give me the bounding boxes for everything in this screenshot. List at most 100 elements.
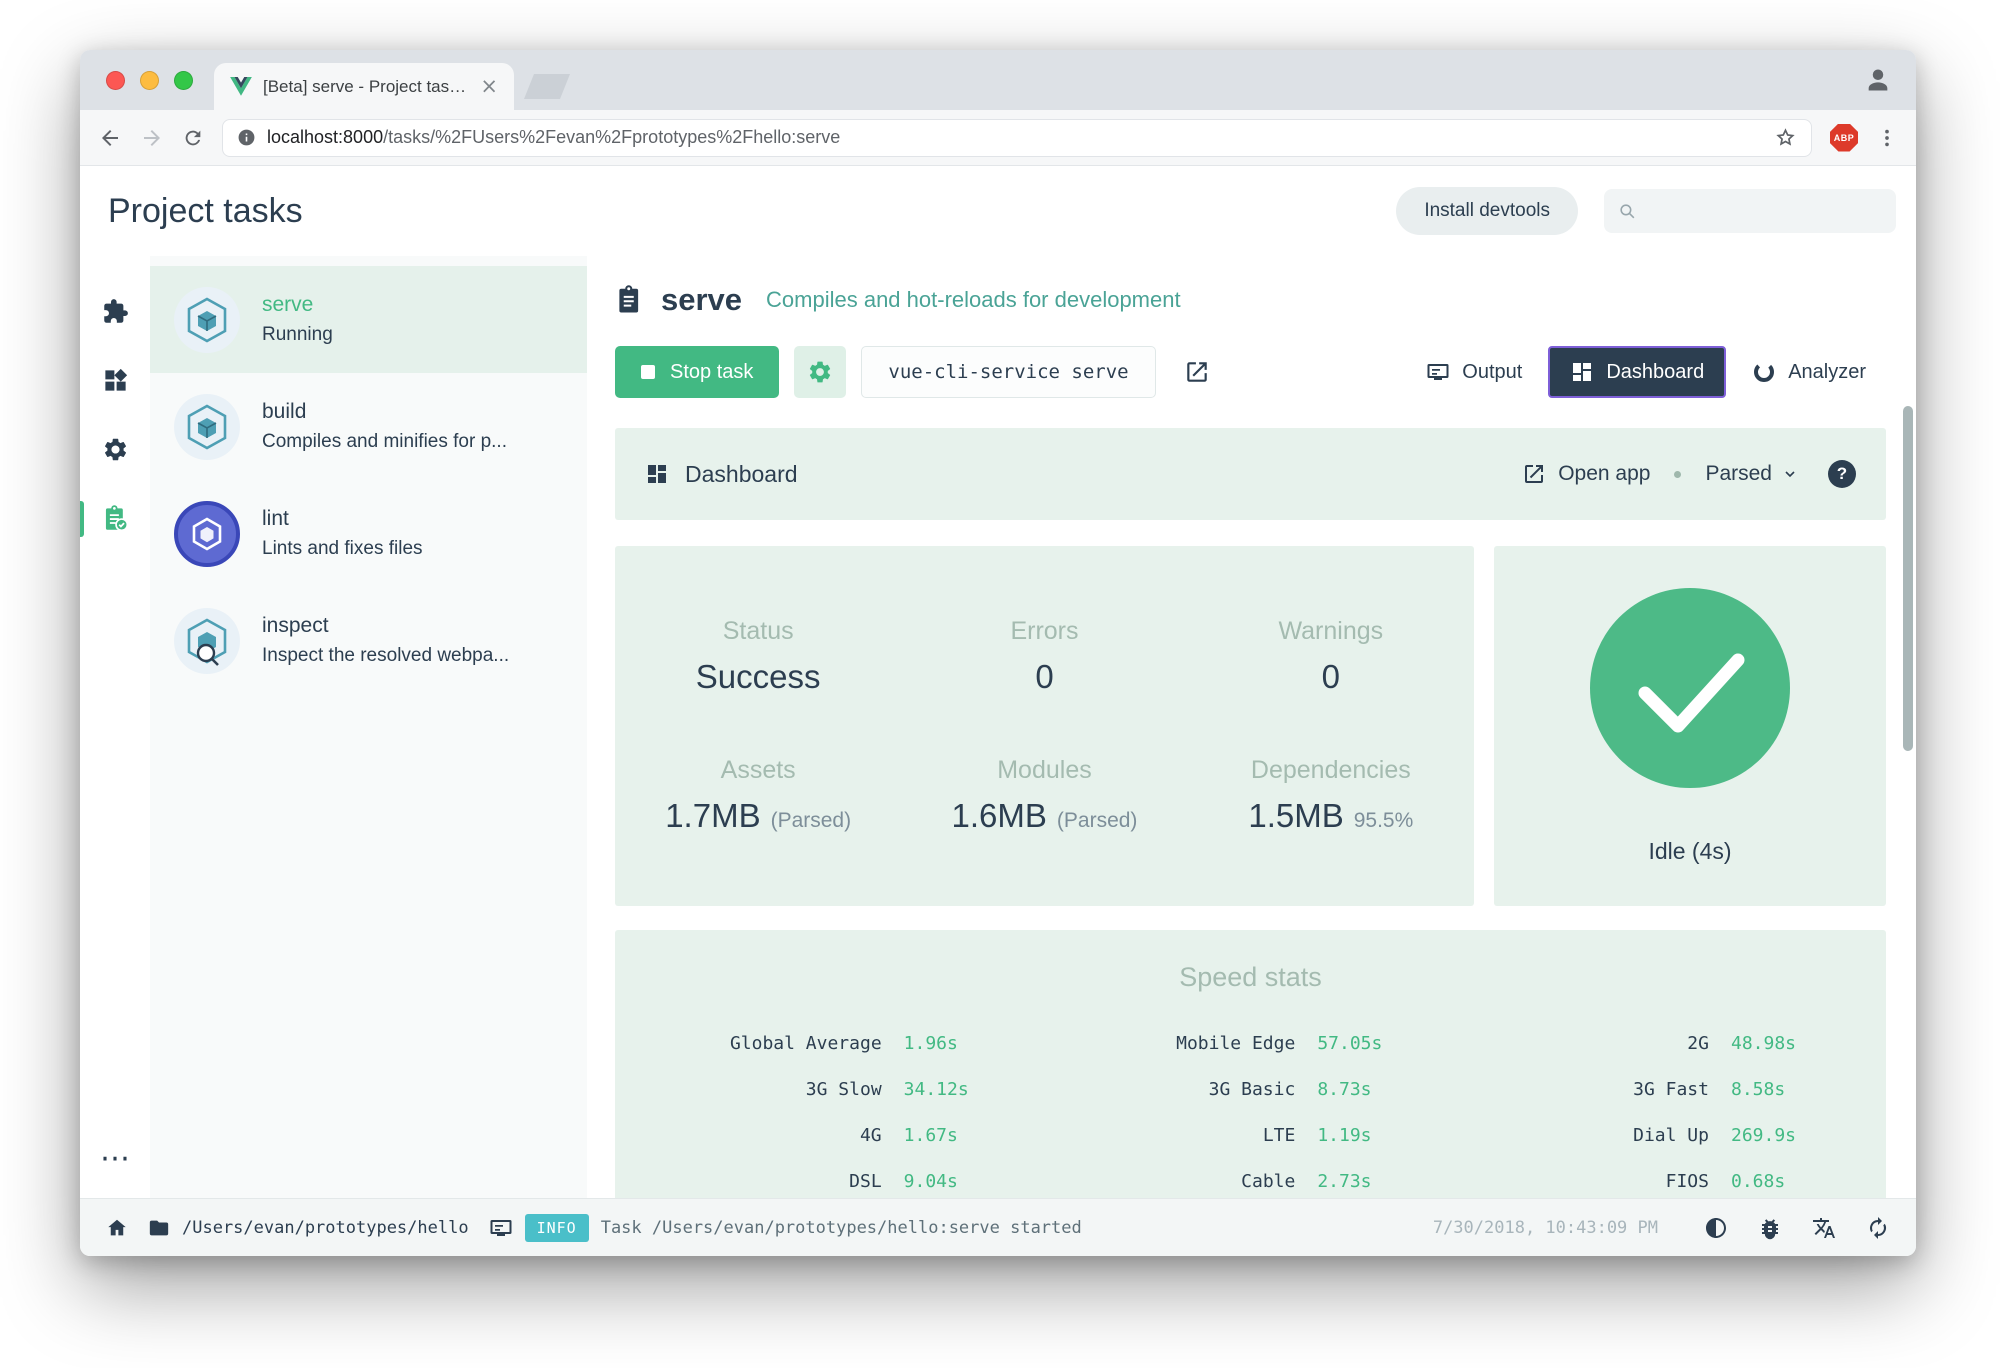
speed-stat: 3G Fast 8.58s [1633,1079,1786,1100]
url-path: /tasks/%2FUsers%2Fevan%2Fprototypes%2Fhe… [383,127,841,147]
task-description: Inspect the resolved webpa... [262,645,510,666]
task-list: serve Running build [150,256,587,1198]
tab-output[interactable]: Output [1406,346,1542,398]
task-command: vue-cli-service serve [861,346,1156,398]
url-host: localhost:8000 [267,127,384,147]
stat-dependencies: Dependencies 1.5MB 95.5% [1248,756,1414,835]
adblock-extension-icon[interactable]: ABP [1830,123,1858,152]
dashboard-icon [1570,360,1594,384]
app-header: Project tasks Install devtools [80,166,1916,256]
search-box[interactable] [1604,189,1896,233]
browser-tab[interactable]: [Beta] serve - Project tasks - V × [214,63,514,110]
open-in-new-button[interactable] [1171,346,1223,398]
project-path-text: /Users/evan/prototypes/hello [182,1217,469,1238]
install-devtools-button[interactable]: Install devtools [1396,187,1578,235]
stat-warnings: Warnings 0 [1278,616,1384,695]
sidebar-item-tasks[interactable] [80,501,150,537]
new-tab-button[interactable] [524,74,570,99]
task-item-lint[interactable]: lint Lints and fixes files [150,480,587,587]
sidebar-item-configuration[interactable] [80,436,150,463]
log-message: Task /Users/evan/prototypes/hello:serve … [600,1217,1082,1238]
search-input[interactable] [1647,200,1882,222]
plugins-icon [102,298,129,325]
task-name: serve [262,293,314,316]
tasks-clipboard-icon [102,505,129,532]
speed-stat: Cable 2.73s [1241,1171,1372,1192]
log-entry[interactable]: INFO Task /Users/evan/prototypes/hello:s… [489,1213,1082,1242]
tab-dashboard[interactable]: Dashboard [1548,346,1727,398]
vue-logo-icon [230,77,252,96]
profile-avatar-icon[interactable] [1864,66,1892,94]
dashboard-header-bar: Dashboard Open app Parsed [615,428,1886,520]
stat-modules: Modules 1.6MB (Parsed) [951,756,1138,835]
task-detail-header: serve Compiles and hot-reloads for devel… [615,280,1886,320]
stat-assets: Assets 1.7MB (Parsed) [665,756,852,835]
view-tabs: Output Dashboard Analyzer [1406,346,1886,398]
speed-stat: 2G 48.98s [1687,1033,1797,1054]
bookmark-star-icon[interactable] [1774,126,1797,149]
task-status-card: Idle (4s) [1494,546,1886,906]
task-item-serve[interactable]: serve Running [150,266,587,373]
inspect-magnifier-icon [174,607,240,674]
scrollbar-thumb[interactable] [1903,406,1913,751]
status-bar-actions [1704,1216,1890,1240]
dashboard-controls: Open app Parsed ? [1522,460,1856,488]
task-settings-button[interactable] [794,346,847,398]
dark-mode-contrast-icon[interactable] [1704,1216,1728,1240]
forward-icon[interactable] [140,126,164,150]
minimize-window-button[interactable] [140,71,159,90]
configuration-gear-icon [102,436,129,463]
chevron-down-icon [1782,466,1798,482]
maximize-window-button[interactable] [174,71,193,90]
page-info-icon[interactable] [237,128,256,147]
close-window-button[interactable] [106,71,125,90]
idle-status: Idle (4s) [1648,837,1732,864]
task-detail-panel: serve Compiles and hot-reloads for devel… [587,256,1916,1198]
speed-stats-card: Speed stats Global Average 1.96s Mobile E… [615,930,1886,1198]
task-name: inspect [262,614,329,637]
console-icon [489,1216,513,1240]
sidebar-item-plugins[interactable] [80,298,150,325]
open-app-button[interactable]: Open app [1522,462,1650,486]
home-icon[interactable] [106,1217,128,1239]
speed-stat: 4G 1.67s [859,1125,958,1146]
task-status: Running [262,324,333,345]
back-icon[interactable] [98,126,122,150]
analyzer-donut-icon [1752,360,1776,384]
size-mode-select[interactable]: Parsed [1705,462,1798,486]
open-in-new-icon [1184,359,1210,385]
dashboard-title: Dashboard [685,460,798,487]
address-bar[interactable]: localhost:8000/tasks/%2FUsers%2Fevan%2Fp… [222,118,1812,157]
browser-menu-icon[interactable] [1876,127,1898,149]
dashboard-cards: Status Success Errors 0 Warnings 0 Ass [615,546,1886,906]
tab-close-icon[interactable]: × [480,74,498,98]
stop-icon [641,365,655,379]
speed-stat: DSL 9.04s [849,1171,958,1192]
sidebar-item-widgets[interactable] [80,367,150,394]
build-stats-card: Status Success Errors 0 Warnings 0 Ass [615,546,1474,906]
translate-icon[interactable] [1812,1216,1836,1240]
bug-report-icon[interactable] [1758,1216,1782,1240]
task-detail-title: serve [661,282,743,317]
refresh-sync-icon[interactable] [1866,1216,1890,1240]
stop-task-button[interactable]: Stop task [615,346,780,398]
dashboard-grid-icon [645,462,669,486]
page-title: Project tasks [108,191,303,230]
task-item-inspect[interactable]: inspect Inspect the resolved webpa... [150,587,587,694]
log-level-badge: INFO [524,1213,589,1242]
clipboard-icon [615,285,645,315]
gear-icon [807,359,833,385]
task-item-build[interactable]: build Compiles and minifies for p... [150,373,587,480]
rail-more-icon[interactable]: ⋯ [100,1141,130,1176]
help-button[interactable]: ? [1828,460,1856,488]
speed-stat: 3G Slow 34.12s [805,1079,969,1100]
speed-stat: Dial Up 269.9s [1633,1125,1797,1146]
webpack-cube-icon [174,286,240,353]
reload-icon[interactable] [182,127,204,149]
tab-analyzer[interactable]: Analyzer [1732,346,1886,398]
folder-icon [148,1217,170,1239]
project-path[interactable]: /Users/evan/prototypes/hello [148,1217,469,1239]
speed-stat: Mobile Edge 57.05s [1176,1033,1383,1054]
browser-toolbar: localhost:8000/tasks/%2FUsers%2Fevan%2Fp… [80,110,1916,166]
status-timestamp: 7/30/2018, 10:43:09 PM [1432,1217,1658,1238]
